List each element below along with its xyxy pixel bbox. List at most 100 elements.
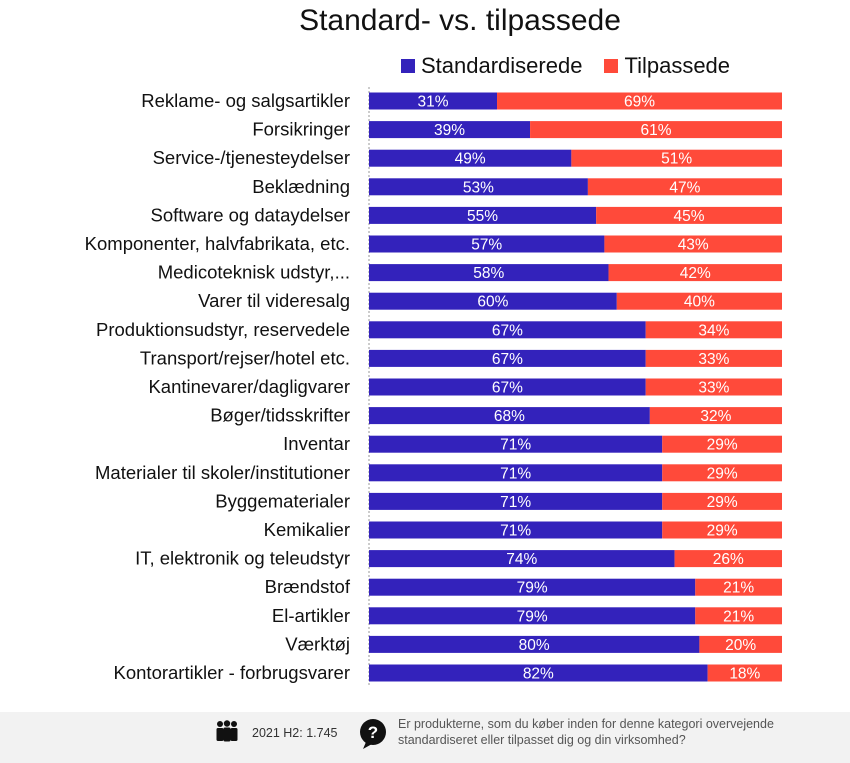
bar-segment-tilpassede bbox=[662, 521, 782, 539]
data-label: 42% bbox=[680, 265, 711, 282]
data-label: 71% bbox=[500, 465, 531, 482]
bar-segment-standardiserede bbox=[369, 378, 646, 396]
bar-segment-standardiserede bbox=[369, 664, 708, 682]
bar-segment-tilpassede bbox=[695, 578, 782, 596]
bar-segment-standardiserede bbox=[369, 550, 675, 568]
data-label: 71% bbox=[500, 523, 531, 540]
bar-segment-tilpassede bbox=[497, 92, 782, 110]
data-label: 40% bbox=[684, 294, 715, 311]
data-label: 32% bbox=[700, 408, 731, 425]
bar-segment-tilpassede bbox=[699, 635, 782, 653]
data-label: 18% bbox=[729, 666, 760, 683]
survey-question-line-2: standardiseret eller tilpasset dig og di… bbox=[398, 733, 686, 747]
bar-segment-tilpassede bbox=[707, 664, 782, 682]
legend-label-standardiserede: Standardiserede bbox=[421, 53, 583, 78]
bar-segment-tilpassede bbox=[674, 550, 782, 568]
data-label: 61% bbox=[641, 122, 672, 139]
bar-segment-tilpassede bbox=[695, 607, 782, 625]
data-label: 67% bbox=[492, 380, 523, 397]
data-label: 57% bbox=[471, 237, 502, 254]
data-label: 21% bbox=[723, 580, 754, 597]
category-label: Værktøj bbox=[285, 633, 350, 654]
chart-title: Standard- vs. tilpassede bbox=[299, 4, 621, 37]
bar-segment-tilpassede bbox=[530, 121, 782, 139]
data-label: 29% bbox=[707, 523, 738, 540]
data-label: 47% bbox=[669, 179, 700, 196]
bar-segment-standardiserede bbox=[369, 464, 663, 482]
bar-segment-standardiserede bbox=[369, 521, 663, 539]
category-label: Software og dataydelser bbox=[150, 204, 350, 225]
data-label: 71% bbox=[500, 437, 531, 454]
category-label: Service-/tjenesteydelser bbox=[153, 147, 350, 168]
data-label: 79% bbox=[517, 608, 548, 625]
category-label: Inventar bbox=[283, 433, 350, 454]
category-label: Komponenter, halvfabrikata, etc. bbox=[85, 233, 350, 254]
bar-segment-standardiserede bbox=[369, 149, 572, 167]
data-label: 67% bbox=[492, 351, 523, 368]
data-label: 71% bbox=[500, 494, 531, 511]
bar-segment-tilpassede bbox=[616, 292, 782, 310]
data-label: 58% bbox=[473, 265, 504, 282]
bar-segment-standardiserede bbox=[369, 92, 498, 110]
category-label: El-artikler bbox=[272, 605, 350, 626]
svg-text:?: ? bbox=[368, 723, 378, 742]
data-label: 29% bbox=[707, 465, 738, 482]
bar-segment-standardiserede bbox=[369, 178, 588, 196]
data-label: 60% bbox=[477, 294, 508, 311]
category-label: Beklædning bbox=[252, 176, 350, 197]
bar-segment-tilpassede bbox=[662, 464, 782, 482]
bar-segment-tilpassede bbox=[608, 264, 782, 282]
category-label: Brændstof bbox=[265, 576, 351, 597]
legend-label-tilpassede: Tilpassede bbox=[624, 53, 731, 78]
data-label: 29% bbox=[707, 437, 738, 454]
bar-segment-standardiserede bbox=[369, 235, 605, 253]
bar-segment-standardiserede bbox=[369, 407, 650, 425]
bar-segment-tilpassede bbox=[645, 321, 782, 339]
category-label: IT, elektronik og teleudstyr bbox=[135, 548, 350, 569]
people-icon bbox=[212, 720, 242, 745]
data-label: 53% bbox=[463, 179, 494, 196]
category-label: Materialer til skoler/institutioner bbox=[95, 462, 350, 483]
data-label: 74% bbox=[506, 551, 537, 568]
data-label: 79% bbox=[517, 580, 548, 597]
data-label: 55% bbox=[467, 208, 498, 225]
category-label: Transport/rejser/hotel etc. bbox=[140, 347, 350, 368]
data-label: 26% bbox=[713, 551, 744, 568]
category-label: Byggematerialer bbox=[215, 490, 350, 511]
data-label: 33% bbox=[698, 351, 729, 368]
data-label: 33% bbox=[698, 380, 729, 397]
bar-segment-tilpassede bbox=[645, 349, 782, 367]
data-label: 34% bbox=[698, 322, 729, 339]
bar-segment-tilpassede bbox=[587, 178, 782, 196]
bar-segment-tilpassede bbox=[604, 235, 782, 253]
legend-swatch-standardiserede bbox=[401, 59, 415, 73]
category-label: Forsikringer bbox=[252, 119, 350, 140]
data-label: 45% bbox=[674, 208, 705, 225]
bar-segment-standardiserede bbox=[369, 292, 617, 310]
data-label: 51% bbox=[661, 151, 692, 168]
bar-segment-tilpassede bbox=[662, 435, 782, 453]
question-bubble-icon: ? bbox=[358, 718, 388, 753]
data-label: 80% bbox=[519, 637, 550, 654]
data-label: 67% bbox=[492, 322, 523, 339]
bar-segment-standardiserede bbox=[369, 349, 646, 367]
legend-item-standardiserede: Standardiserede bbox=[401, 53, 582, 79]
bar-segment-standardiserede bbox=[369, 492, 663, 510]
data-label: 68% bbox=[494, 408, 525, 425]
category-label: Kontorartikler - forbrugsvarer bbox=[114, 662, 350, 683]
bar-segment-tilpassede bbox=[596, 206, 782, 224]
category-label: Kantinevarer/dagligvarer bbox=[148, 376, 350, 397]
data-label: 69% bbox=[624, 94, 655, 111]
category-label: Produktionsudstyr, reservedele bbox=[96, 319, 350, 340]
data-label: 39% bbox=[434, 122, 465, 139]
bar-segment-standardiserede bbox=[369, 206, 597, 224]
question-block: ? Er produkterne, som du køber inden for… bbox=[358, 716, 838, 753]
legend: Standardiserede Tilpassede bbox=[401, 53, 752, 79]
bar-segment-tilpassede bbox=[571, 149, 782, 167]
data-label: 21% bbox=[723, 608, 754, 625]
data-label: 49% bbox=[455, 151, 486, 168]
bar-segment-standardiserede bbox=[369, 264, 609, 282]
category-label: Kemikalier bbox=[264, 519, 350, 540]
data-label: 43% bbox=[678, 237, 709, 254]
data-label: 82% bbox=[523, 666, 554, 683]
